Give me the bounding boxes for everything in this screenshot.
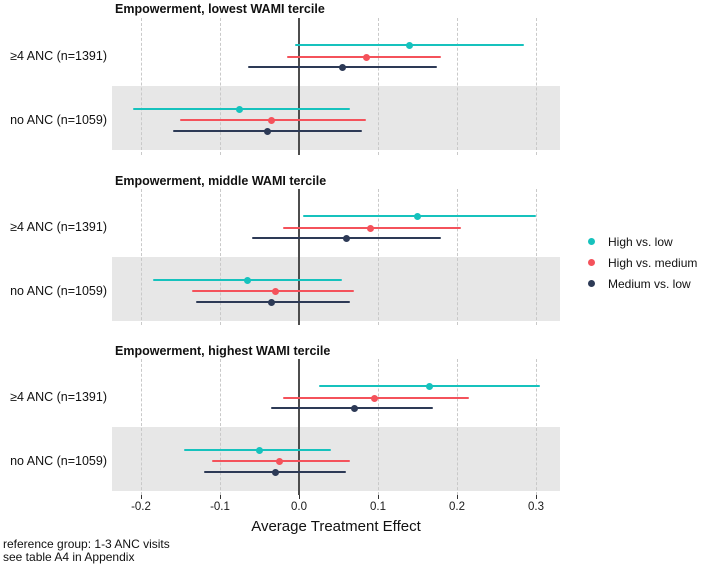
zero-reference-line (297, 18, 300, 155)
point-estimate-dot (362, 53, 370, 61)
point-estimate-dot (350, 404, 358, 412)
legend-key-dot (588, 280, 595, 287)
vertical-gridline (140, 359, 142, 495)
point-estimate-dot (406, 41, 414, 49)
vertical-gridline (456, 359, 458, 495)
vertical-gridline (140, 18, 142, 155)
group-label: no ANC (n=1059) (10, 454, 107, 468)
point-estimate-dot (267, 298, 275, 306)
vertical-gridline (140, 189, 142, 325)
zero-reference-line (297, 359, 300, 495)
x-tick-label: 0.0 (290, 501, 307, 513)
x-tick-mark (140, 495, 142, 499)
x-tick-label: -0.2 (131, 501, 151, 513)
point-estimate-dot (271, 468, 279, 476)
x-tick-mark (456, 495, 458, 499)
point-estimate-dot (342, 234, 350, 242)
group-label: no ANC (n=1059) (10, 284, 107, 298)
panel-plot-area (112, 189, 560, 325)
legend-item: Medium vs. low (584, 273, 697, 294)
point-estimate-dot (244, 276, 252, 284)
x-tick-mark (298, 495, 300, 499)
point-estimate-dot (263, 127, 271, 135)
point-estimate-dot (425, 382, 433, 390)
group-label: ≥4 ANC (n=1391) (10, 390, 107, 404)
vertical-gridline (535, 189, 537, 325)
x-tick-mark (535, 495, 537, 499)
panel-plot-area (112, 359, 560, 495)
group-label: ≥4 ANC (n=1391) (10, 49, 107, 63)
legend-item-label: High vs. medium (608, 255, 698, 270)
vertical-gridline (219, 359, 221, 495)
x-tick-mark (219, 495, 221, 499)
legend-item-label: High vs. low (608, 234, 673, 249)
x-axis-title: Average Treatment Effect (251, 518, 421, 535)
vertical-gridline (377, 18, 379, 155)
vertical-gridline (219, 18, 221, 155)
vertical-gridline (377, 189, 379, 325)
x-tick-label: 0.3 (527, 501, 544, 513)
panel-title: Empowerment, highest WAMI tercile (115, 344, 331, 358)
legend-key-dot (588, 259, 595, 266)
vertical-gridline (377, 359, 379, 495)
point-estimate-dot (338, 63, 346, 71)
panel-title: Empowerment, middle WAMI tercile (115, 174, 327, 188)
legend-key-dot (588, 238, 595, 245)
shaded-row-band (112, 427, 560, 491)
legend-item: High vs. low (584, 231, 697, 252)
vertical-gridline (456, 18, 458, 155)
legend-item-label: Medium vs. low (608, 276, 691, 291)
vertical-gridline (219, 189, 221, 325)
vertical-gridline (535, 359, 537, 495)
zero-reference-line (297, 189, 300, 325)
vertical-gridline (456, 189, 458, 325)
point-estimate-dot (236, 105, 244, 113)
vertical-gridline (535, 18, 537, 155)
x-tick-label: 0.1 (369, 501, 386, 513)
panel-plot-area (112, 18, 560, 155)
panel-title: Empowerment, lowest WAMI tercile (115, 2, 325, 16)
x-tick-mark (377, 495, 379, 499)
group-label: ≥4 ANC (n=1391) (10, 220, 107, 234)
shaded-row-band (112, 257, 560, 321)
point-estimate-dot (271, 287, 279, 295)
footnote-reference-group: reference group: 1-3 ANC visits (3, 537, 170, 551)
x-tick-label: -0.1 (210, 501, 230, 513)
legend-item: High vs. medium (584, 252, 697, 273)
point-estimate-dot (275, 457, 283, 465)
group-label: no ANC (n=1059) (10, 113, 107, 127)
point-estimate-dot (370, 394, 378, 402)
point-estimate-dot (255, 446, 263, 454)
x-tick-label: 0.2 (448, 501, 465, 513)
shaded-row-band (112, 86, 560, 150)
legend: High vs. low High vs. medium Medium vs. lo… (584, 231, 697, 294)
point-estimate-dot (267, 116, 275, 124)
point-estimate-dot (366, 224, 374, 232)
footnote-appendix: see table A4 in Appendix (3, 550, 135, 564)
point-estimate-dot (413, 212, 421, 220)
